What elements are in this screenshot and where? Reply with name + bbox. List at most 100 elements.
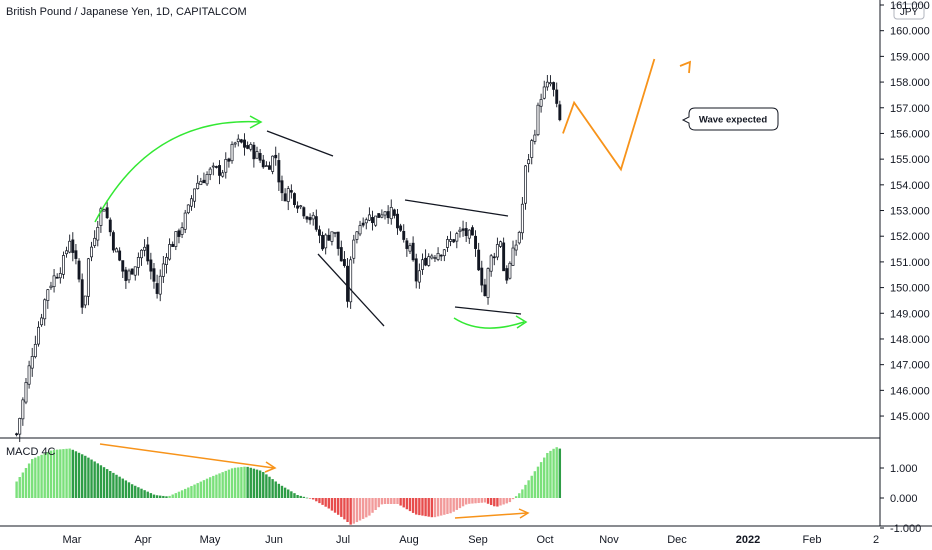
candle-up bbox=[208, 168, 212, 175]
macd-bar bbox=[424, 498, 427, 517]
macd-bar bbox=[399, 498, 402, 506]
candle-down bbox=[293, 193, 296, 205]
macd-bar bbox=[55, 449, 59, 498]
macd-bar bbox=[77, 452, 81, 498]
candle-up bbox=[249, 144, 253, 150]
candle-down bbox=[111, 232, 115, 251]
candle-up bbox=[499, 241, 502, 247]
candle-up bbox=[102, 209, 106, 212]
macd-bar bbox=[218, 473, 221, 498]
price-tick-label: 154.000 bbox=[890, 180, 930, 192]
candle-down bbox=[296, 205, 300, 209]
macd-bar bbox=[315, 498, 318, 502]
macd-bar bbox=[355, 498, 359, 523]
macd-bar bbox=[143, 490, 146, 498]
macd-bar bbox=[305, 497, 309, 499]
macd-bar bbox=[171, 494, 174, 498]
candle-down bbox=[327, 234, 331, 241]
macd-bar bbox=[187, 487, 190, 498]
macd-bar bbox=[555, 447, 558, 498]
macd-bar bbox=[249, 467, 252, 498]
trendline-channel-top bbox=[404, 199, 509, 217]
macd-bar bbox=[443, 498, 446, 515]
green-curve-arrow-top bbox=[94, 120, 261, 223]
candle-up bbox=[96, 226, 100, 241]
macd-bar bbox=[208, 477, 212, 498]
candle-up bbox=[436, 253, 440, 260]
time-tick-label: Mar bbox=[63, 534, 82, 546]
candle-down bbox=[505, 268, 509, 281]
candle-up bbox=[383, 211, 387, 216]
macd-bar bbox=[102, 467, 106, 498]
candle-up bbox=[27, 365, 31, 385]
candle-down bbox=[346, 265, 349, 302]
candle-down bbox=[252, 144, 256, 160]
macd-bar bbox=[68, 448, 71, 498]
macd-bar bbox=[293, 493, 296, 498]
macd-histogram bbox=[15, 447, 562, 525]
candle-up bbox=[539, 99, 543, 107]
candle-down bbox=[274, 154, 278, 159]
macd-bar bbox=[37, 456, 40, 498]
candle-up bbox=[255, 151, 259, 159]
candle-down bbox=[558, 104, 562, 121]
candle-up bbox=[264, 165, 268, 167]
candle-down bbox=[177, 230, 181, 237]
macd-bar bbox=[43, 453, 46, 498]
macd-bar bbox=[477, 498, 480, 504]
macd-bar bbox=[533, 471, 537, 498]
macd-bar bbox=[227, 469, 231, 498]
macd-bar bbox=[134, 485, 137, 498]
macd-bar bbox=[468, 498, 471, 504]
wave-expected-callout[interactable]: Wave expected bbox=[681, 107, 779, 131]
currency-badge-box bbox=[893, 3, 925, 20]
candle-up bbox=[30, 356, 34, 369]
macd-bar bbox=[436, 498, 440, 517]
candle-down bbox=[424, 257, 428, 266]
trendline-channel-bottom bbox=[454, 306, 522, 315]
candle-down bbox=[321, 235, 325, 250]
candle-down bbox=[124, 269, 128, 281]
candle-down bbox=[171, 243, 175, 247]
macd-bar bbox=[377, 498, 380, 508]
candle-down bbox=[149, 259, 153, 272]
macd-bar bbox=[168, 495, 171, 498]
macd-bar bbox=[511, 498, 515, 500]
candle-up bbox=[352, 239, 356, 259]
candle-up bbox=[68, 240, 72, 253]
candle-down bbox=[202, 179, 206, 184]
macd-bar bbox=[474, 498, 477, 504]
candle-up bbox=[40, 317, 44, 326]
time-tick-label: Dec bbox=[667, 534, 687, 546]
candle-down bbox=[246, 145, 250, 149]
macd-bar bbox=[296, 495, 299, 498]
macd-bar bbox=[118, 476, 121, 498]
macd-divergence-line-bottom bbox=[454, 512, 528, 519]
macd-bar bbox=[124, 480, 128, 498]
candle-up bbox=[24, 382, 28, 403]
macd-bar bbox=[258, 470, 262, 498]
candle-up bbox=[536, 104, 540, 136]
macd-bar bbox=[383, 498, 387, 504]
macd-bar bbox=[271, 479, 274, 498]
macd-bar bbox=[505, 498, 508, 504]
candle-up bbox=[495, 244, 499, 258]
candle-up bbox=[224, 159, 228, 173]
macd-bar bbox=[115, 474, 118, 498]
candle-up bbox=[58, 273, 62, 279]
drawings[interactable]: Wave expected bbox=[94, 58, 779, 519]
macd-bar bbox=[455, 498, 459, 510]
macd-bar bbox=[308, 498, 312, 499]
time-tick-label: Jul bbox=[336, 534, 350, 546]
currency-badge[interactable]: JPY bbox=[893, 3, 925, 20]
macd-bar bbox=[499, 498, 502, 506]
macd-bar bbox=[483, 498, 487, 503]
macd-bar bbox=[252, 468, 256, 498]
candle-down bbox=[502, 242, 506, 272]
macd-bar bbox=[21, 472, 25, 498]
candle-down bbox=[118, 250, 122, 261]
macd-bar bbox=[212, 475, 215, 498]
candle-up bbox=[86, 258, 90, 297]
macd-bar bbox=[558, 448, 562, 498]
